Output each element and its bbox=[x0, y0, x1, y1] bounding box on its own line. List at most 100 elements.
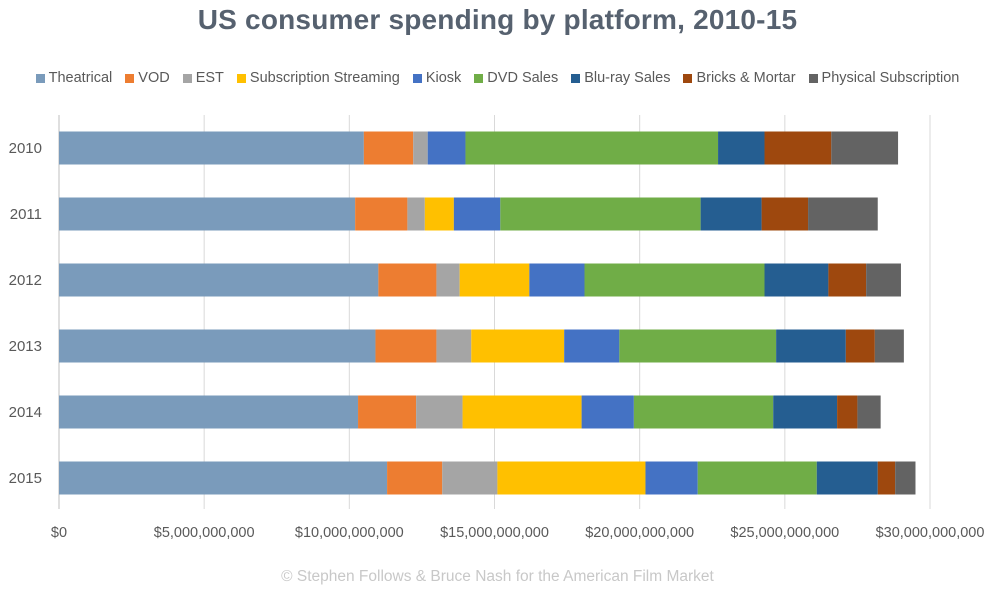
bar-2013-est bbox=[436, 329, 472, 363]
legend-item-dvd-sales: DVD Sales bbox=[474, 70, 558, 86]
bar-2013-blu-ray-sales bbox=[776, 329, 846, 363]
y-tick-label: 2011 bbox=[10, 206, 42, 223]
gridlines bbox=[58, 115, 931, 509]
legend-label: Subscription Streaming bbox=[249, 70, 400, 86]
x-tick-label: $25,000,000,000 bbox=[730, 525, 839, 541]
x-tick-label: $5,000,000,000 bbox=[154, 525, 255, 541]
bar-2010-physical-subscription bbox=[831, 131, 899, 165]
legend-swatch bbox=[683, 73, 693, 83]
bar-2014-blu-ray-sales bbox=[773, 395, 838, 429]
bar-2013-bricks-and-mortar bbox=[845, 329, 875, 363]
legend-swatch bbox=[125, 73, 135, 83]
bar-2013-kiosk bbox=[564, 329, 620, 363]
bar-2014-bricks-and-mortar bbox=[837, 395, 858, 429]
legend-swatch bbox=[474, 73, 484, 83]
bar-2011-dvd-sales bbox=[500, 197, 701, 231]
x-tick-label: $20,000,000,000 bbox=[585, 525, 694, 541]
chart-legend: Theatrical VOD EST Subscription Streaming Ki… bbox=[0, 70, 995, 86]
legend-swatch bbox=[236, 73, 246, 83]
y-tick-label: 2015 bbox=[9, 470, 42, 487]
bar-2011-kiosk bbox=[453, 197, 501, 231]
bar-2012-est bbox=[436, 263, 460, 297]
bar-2014-vod bbox=[358, 395, 417, 429]
axes: $0 $5,000,000,000 $10,000,000,000 $15,000,0… bbox=[9, 140, 985, 541]
legend-swatch bbox=[182, 73, 192, 83]
legend-label: Blu-ray Sales bbox=[584, 70, 671, 86]
bar-2012-bricks-and-mortar bbox=[828, 263, 867, 297]
bar-2010-bricks-and-mortar bbox=[764, 131, 832, 165]
bar-2012-theatrical bbox=[59, 263, 379, 297]
bar-2011-blu-ray-sales bbox=[700, 197, 762, 231]
legend-label: Kiosk bbox=[425, 70, 462, 86]
legend-swatch bbox=[35, 73, 45, 83]
bar-2014-theatrical bbox=[59, 395, 359, 429]
bar-2010-kiosk bbox=[427, 131, 466, 165]
bar-2013-subscription-streaming bbox=[471, 329, 565, 363]
bar-2011-subscription-streaming bbox=[424, 197, 454, 231]
bar-2015-dvd-sales bbox=[697, 461, 817, 495]
bar-2010-blu-ray-sales bbox=[718, 131, 765, 165]
y-tick-label: 2010 bbox=[9, 140, 42, 157]
bar-2014-est bbox=[416, 395, 463, 429]
credit-line: © Stephen Follows & Bruce Nash for the A… bbox=[281, 568, 714, 585]
y-tick-label: 2012 bbox=[9, 272, 42, 289]
bar-2010-vod bbox=[363, 131, 414, 165]
legend-item-physical-subscription: Physical Subscription bbox=[808, 70, 960, 86]
bar-2011-vod bbox=[355, 197, 408, 231]
legend-label: EST bbox=[195, 70, 224, 86]
bar-2012-vod bbox=[378, 263, 437, 297]
bar-2011-est bbox=[407, 197, 425, 231]
bar-2012-blu-ray-sales bbox=[764, 263, 829, 297]
bar-2012-physical-subscription bbox=[866, 263, 901, 297]
bar-segments bbox=[59, 131, 916, 495]
bar-2015-blu-ray-sales bbox=[816, 461, 878, 495]
y-tick-label: 2013 bbox=[9, 338, 42, 355]
legend-item-bricks-and-mortar: Bricks & Mortar bbox=[683, 70, 796, 86]
bar-2013-theatrical bbox=[59, 329, 376, 363]
bar-2014-physical-subscription bbox=[857, 395, 881, 429]
x-tick-label: $10,000,000,000 bbox=[295, 525, 404, 541]
legend-swatch bbox=[571, 73, 581, 83]
y-tick-label: 2014 bbox=[9, 404, 42, 421]
bar-2013-vod bbox=[375, 329, 437, 363]
legend-swatch bbox=[808, 73, 818, 83]
bar-2015-bricks-and-mortar bbox=[877, 461, 896, 495]
x-tick-label: $0 bbox=[51, 525, 67, 541]
bar-2012-kiosk bbox=[529, 263, 585, 297]
bar-2015-vod bbox=[387, 461, 443, 495]
bar-2014-subscription-streaming bbox=[462, 395, 582, 429]
bar-2014-kiosk bbox=[581, 395, 634, 429]
legend-label: Theatrical bbox=[48, 70, 113, 86]
bar-2013-physical-subscription bbox=[874, 329, 904, 363]
legend-item-est: EST bbox=[182, 70, 224, 86]
bar-2012-subscription-streaming bbox=[459, 263, 530, 297]
bar-2015-kiosk bbox=[645, 461, 698, 495]
bar-2012-dvd-sales bbox=[584, 263, 765, 297]
x-tick-label: $30,000,000,000 bbox=[876, 525, 985, 541]
bar-2010-dvd-sales bbox=[465, 131, 719, 165]
legend-label: VOD bbox=[138, 70, 170, 86]
bar-2015-subscription-streaming bbox=[497, 461, 646, 495]
legend-item-vod: VOD bbox=[125, 70, 170, 86]
bar-2013-dvd-sales bbox=[619, 329, 777, 363]
legend-item-theatrical: Theatrical bbox=[35, 70, 113, 86]
x-tick-label: $15,000,000,000 bbox=[440, 525, 549, 541]
legend-item-subscription-streaming: Subscription Streaming bbox=[236, 70, 400, 86]
legend-label: DVD Sales bbox=[487, 70, 559, 86]
bar-2015-est bbox=[442, 461, 498, 495]
bar-2011-physical-subscription bbox=[808, 197, 878, 231]
legend-swatch bbox=[412, 73, 422, 83]
bar-2014-dvd-sales bbox=[633, 395, 774, 429]
bar-2015-theatrical bbox=[59, 461, 388, 495]
legend-item-kiosk: Kiosk bbox=[412, 70, 462, 86]
bar-2011-bricks-and-mortar bbox=[761, 197, 809, 231]
legend-item-blu-ray-sales: Blu-ray Sales bbox=[571, 70, 670, 86]
bar-2011-theatrical bbox=[59, 197, 356, 231]
chart-title: US consumer spending by platform, 2010-1… bbox=[197, 4, 798, 35]
legend-label: Bricks & Mortar bbox=[696, 70, 796, 86]
bar-2010-theatrical bbox=[59, 131, 364, 165]
bar-2010-est bbox=[413, 131, 428, 165]
bar-2015-physical-subscription bbox=[895, 461, 916, 495]
legend-label: Physical Subscription bbox=[821, 70, 960, 86]
